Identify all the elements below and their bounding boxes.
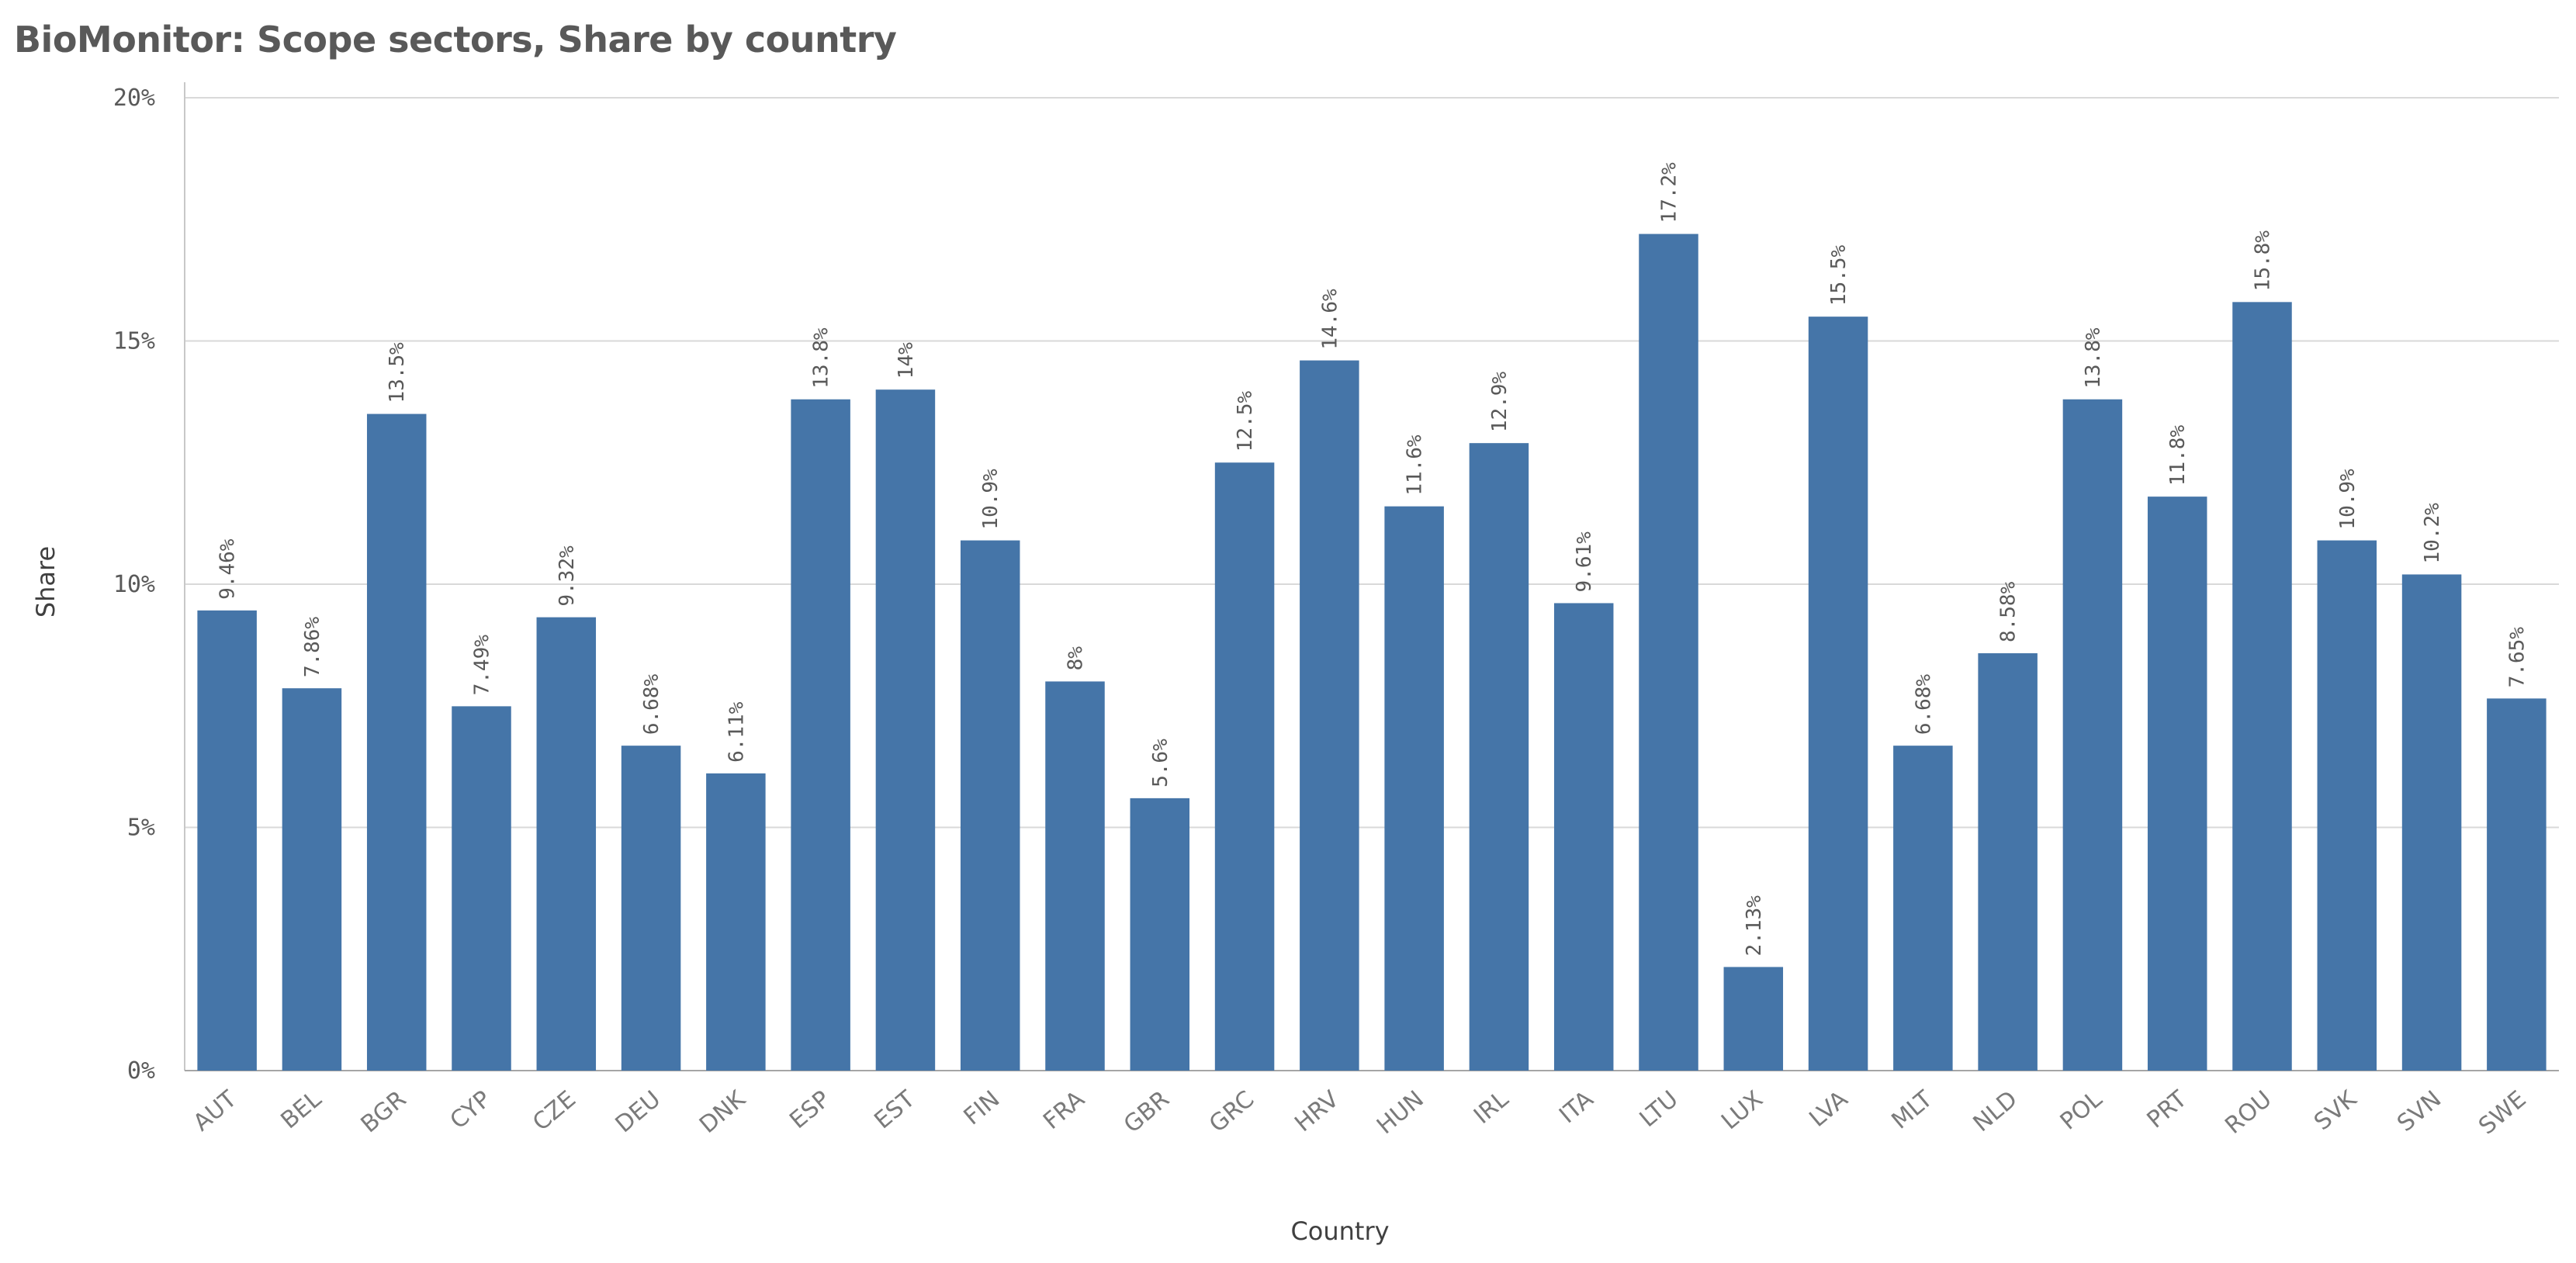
bar-irl bbox=[1469, 443, 1529, 1071]
x-tick-label: LVA bbox=[1804, 1085, 1853, 1133]
x-tick-label: BEL bbox=[275, 1085, 327, 1134]
bar-pol bbox=[2062, 399, 2123, 1071]
x-axis-title: Country bbox=[1290, 1216, 1389, 1246]
x-tick-label: HUN bbox=[1372, 1085, 1429, 1140]
x-tick-label: GBR bbox=[1119, 1085, 1175, 1138]
y-axis-title: Share bbox=[31, 546, 61, 618]
data-label: 10.9% bbox=[979, 469, 1002, 530]
x-tick-label: POL bbox=[2055, 1085, 2107, 1136]
data-label: 2.13% bbox=[1743, 895, 1766, 957]
x-tick-label: AUT bbox=[189, 1085, 243, 1137]
bar-lva bbox=[1808, 317, 1868, 1071]
bar-ltu bbox=[1639, 234, 1698, 1071]
x-tick-label: SWE bbox=[2474, 1085, 2531, 1140]
x-tick-label: MLT bbox=[1886, 1085, 1938, 1135]
data-label: 9.61% bbox=[1573, 531, 1596, 593]
bar-aut bbox=[197, 610, 257, 1071]
x-tick-label: ESP bbox=[784, 1085, 835, 1134]
y-tick-label: 10% bbox=[113, 571, 155, 598]
bar-cyp bbox=[452, 706, 511, 1071]
x-tick-label: DNK bbox=[694, 1085, 751, 1139]
x-tick-label: FIN bbox=[959, 1085, 1006, 1130]
bar-cze bbox=[536, 617, 597, 1071]
data-label: 12.9% bbox=[1488, 372, 1511, 433]
bar-lux bbox=[1723, 967, 1784, 1071]
x-tick-label: LTU bbox=[1635, 1085, 1684, 1133]
x-tick-label: SVK bbox=[2309, 1085, 2363, 1136]
data-label: 5.6% bbox=[1149, 739, 1172, 787]
bar-bel bbox=[282, 688, 342, 1071]
data-label: 7.49% bbox=[471, 635, 494, 696]
data-label: 7.86% bbox=[301, 617, 324, 678]
y-tick-label: 5% bbox=[127, 815, 155, 842]
x-tick-label: CZE bbox=[528, 1085, 581, 1137]
data-label: 17.2% bbox=[1658, 162, 1681, 223]
x-tick-label: ITA bbox=[1554, 1085, 1599, 1129]
x-tick-label: CYP bbox=[445, 1085, 497, 1134]
x-tick-label: IRL bbox=[1469, 1085, 1514, 1130]
bar-dnk bbox=[706, 773, 766, 1071]
x-tick-labels: AUT BEL BGR CYP CZE DEU DNK ESP EST FIN FRA GBR GRC H… bbox=[189, 1085, 2532, 1140]
bar-gbr bbox=[1130, 798, 1190, 1071]
bars bbox=[197, 234, 2547, 1071]
bar-nld bbox=[1978, 653, 2038, 1071]
data-label: 13.8% bbox=[2082, 327, 2105, 389]
bar-grc bbox=[1214, 462, 1275, 1071]
y-tick-labels: 0% 5% 10% 15% 20% bbox=[113, 85, 155, 1085]
data-label: 10.9% bbox=[2336, 469, 2360, 530]
x-tick-label: GRC bbox=[1204, 1085, 1259, 1138]
chart-title: BioMonitor: Scope sectors, Share by coun… bbox=[14, 19, 897, 61]
bar-rou bbox=[2232, 302, 2292, 1071]
data-label: 14% bbox=[895, 342, 918, 379]
x-tick-label: LUX bbox=[1716, 1085, 1768, 1135]
x-tick-label: PRT bbox=[2142, 1085, 2193, 1134]
data-label: 7.65% bbox=[2505, 627, 2529, 688]
bar-swe bbox=[2487, 698, 2547, 1071]
data-label: 13.8% bbox=[810, 327, 833, 389]
x-tick-label: HRV bbox=[1290, 1085, 1345, 1137]
bar-prt bbox=[2147, 497, 2207, 1071]
data-label: 8.58% bbox=[1997, 581, 2020, 642]
data-labels: 9.46% 7.86% 13.5% 7.49% 9.32% 6.68% 6.11% 13.8%… bbox=[216, 162, 2529, 957]
x-tick-label: FRA bbox=[1038, 1085, 1090, 1135]
bar-svk bbox=[2317, 540, 2377, 1071]
data-label: 6.11% bbox=[725, 701, 748, 763]
data-label: 9.46% bbox=[216, 538, 240, 600]
data-label: 11.8% bbox=[2166, 425, 2190, 486]
data-label: 6.68% bbox=[1912, 674, 1935, 735]
bar-deu bbox=[621, 746, 681, 1071]
x-tick-label: NLD bbox=[1968, 1085, 2023, 1137]
data-label: 13.5% bbox=[386, 342, 409, 403]
data-label: 8% bbox=[1065, 646, 1088, 671]
data-label: 12.5% bbox=[1234, 391, 1257, 452]
bar-fra bbox=[1045, 681, 1105, 1071]
data-label: 15.8% bbox=[2252, 230, 2275, 292]
bar-svn bbox=[2401, 574, 2462, 1071]
x-tick-label: ROU bbox=[2220, 1085, 2277, 1140]
bar-hrv bbox=[1300, 360, 1359, 1071]
y-tick-label: 0% bbox=[127, 1057, 155, 1085]
data-label: 10.2% bbox=[2421, 503, 2444, 564]
data-label: 11.6% bbox=[1404, 434, 1427, 496]
bar-est bbox=[875, 389, 936, 1071]
data-label: 9.32% bbox=[556, 545, 579, 607]
x-tick-label: DEU bbox=[611, 1085, 667, 1138]
data-label: 6.68% bbox=[640, 674, 663, 735]
bar-fin bbox=[960, 540, 1020, 1071]
x-tick-label: BGR bbox=[356, 1085, 412, 1138]
bar-hun bbox=[1384, 506, 1444, 1071]
data-label: 15.5% bbox=[1827, 245, 1851, 306]
bar-bgr bbox=[366, 414, 427, 1071]
bar-ita bbox=[1553, 603, 1614, 1071]
x-tick-label: SVN bbox=[2392, 1085, 2446, 1137]
bar-mlt bbox=[1893, 746, 1953, 1071]
bar-esp bbox=[791, 399, 850, 1071]
y-tick-label: 20% bbox=[113, 85, 155, 112]
data-label: 14.6% bbox=[1318, 289, 1342, 350]
x-tick-label: EST bbox=[869, 1085, 920, 1134]
y-tick-label: 15% bbox=[113, 328, 155, 355]
